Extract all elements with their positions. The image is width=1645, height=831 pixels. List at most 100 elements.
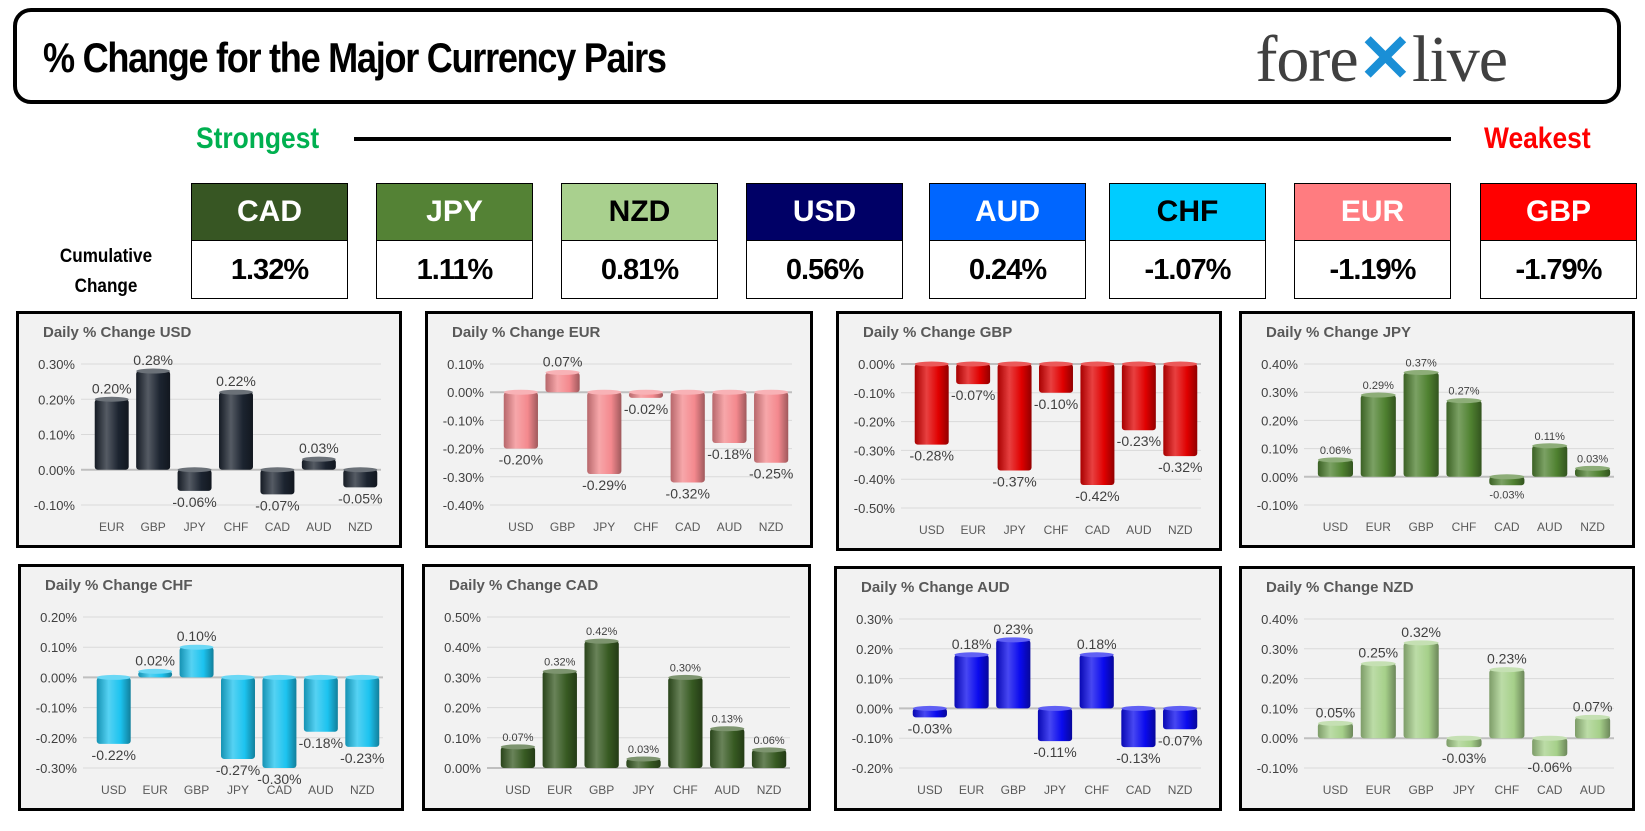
currency-code: NZD <box>562 184 717 241</box>
chart-title: Daily % Change NZD <box>1266 579 1414 596</box>
data-label: -0.28% <box>910 448 954 464</box>
x-tick-label: AUD <box>1126 523 1152 537</box>
bar-cap <box>345 674 380 680</box>
chart-title: Daily % Change EUR <box>452 324 601 341</box>
y-tick-label: -0.10% <box>854 386 896 401</box>
bar-cap <box>587 389 622 395</box>
data-label: -0.20% <box>499 452 543 468</box>
x-tick-label: EUR <box>959 783 985 797</box>
cumulative-change-value: -1.19% <box>1329 254 1417 286</box>
page-title: % Change for the Major Currency Pairs <box>43 34 667 81</box>
y-tick-label: 0.20% <box>1261 672 1298 687</box>
y-tick-label: 0.20% <box>40 610 77 625</box>
bar-chart: -0.20% -0.10% 0.00% 0.10% 0.20% 0.30% -0.03% US… <box>852 612 1203 797</box>
cumulative-label-line1: Cumulative <box>59 246 153 267</box>
bar <box>136 371 171 470</box>
data-label: 0.07% <box>543 353 583 369</box>
bar <box>712 392 747 443</box>
bar <box>343 469 378 488</box>
y-tick-label: -0.10% <box>443 413 485 428</box>
y-tick-label: -0.20% <box>36 731 78 746</box>
y-tick-label: 0.20% <box>444 701 481 716</box>
chart-chf: Daily % Change CHF -0.30% -0.20% -0.10% 0.00… <box>18 564 404 811</box>
chart-title: Daily % Change GBP <box>863 324 1013 341</box>
x-tick-label: NZD <box>759 520 784 534</box>
bar <box>1163 364 1198 457</box>
bar <box>260 469 295 495</box>
bar <box>1532 738 1568 757</box>
y-tick-label: -0.40% <box>443 498 485 513</box>
bar <box>996 639 1031 709</box>
bar <box>545 372 580 393</box>
data-label: -0.18% <box>299 735 343 751</box>
data-label: 0.03% <box>628 744 659 756</box>
x-tick-label: CHF <box>1044 523 1069 537</box>
y-tick-label: 0.00% <box>444 761 481 776</box>
bar-chart: -0.10% 0.00% 0.10% 0.20% 0.30% 0.40% 0.05% USD 0… <box>1257 612 1614 797</box>
x-tick-label: EUR <box>142 783 168 797</box>
y-tick-label: 0.10% <box>444 731 481 746</box>
bar <box>1121 708 1156 748</box>
data-label: 0.06% <box>753 735 784 747</box>
data-label: -0.03% <box>1442 750 1486 766</box>
chart-nzd: Daily % Change NZD -0.10% 0.00% 0.10% 0.20% 0… <box>1239 566 1635 811</box>
bar <box>262 677 297 768</box>
chart-jpy: Daily % Change JPY -0.10% 0.00% 0.10% 0.20% 0… <box>1239 311 1635 548</box>
bar-cap <box>914 361 949 367</box>
x-tick-label: JPY <box>184 520 206 534</box>
data-label: 0.13% <box>712 714 743 726</box>
bar <box>1403 642 1439 739</box>
bar <box>751 749 787 768</box>
chart-title: Daily % Change CHF <box>45 577 193 594</box>
forexlive-logo: fore✕live <box>1255 21 1508 96</box>
data-label: -0.25% <box>749 466 793 482</box>
bar <box>754 392 789 463</box>
y-tick-label: 0.20% <box>856 642 893 657</box>
bar <box>1446 738 1482 748</box>
x-tick-label: AUD <box>717 520 743 534</box>
data-label: 0.03% <box>1577 453 1608 465</box>
bar-cap <box>1446 398 1482 404</box>
data-label: 0.07% <box>502 732 533 744</box>
bar <box>668 677 703 768</box>
bar-chart: -0.30% -0.20% -0.10% 0.00% 0.10% 0.20% -0.22% U… <box>36 610 385 797</box>
x-tick-label: AUD <box>1580 783 1606 797</box>
bar-cap <box>956 361 991 367</box>
bar-cap <box>1575 465 1611 471</box>
y-tick-label: 0.30% <box>1261 385 1298 400</box>
y-tick-label: 0.20% <box>1261 413 1298 428</box>
bar-cap <box>1079 652 1114 658</box>
x-tick-label: EUR <box>547 783 573 797</box>
currency-code: EUR <box>1295 184 1450 241</box>
data-label: -0.06% <box>1528 759 1572 775</box>
data-label: -0.11% <box>1033 744 1076 760</box>
bar <box>1446 400 1482 477</box>
data-label: 0.32% <box>1401 624 1441 640</box>
data-label: 0.25% <box>1358 645 1398 661</box>
data-label: -0.13% <box>1116 750 1160 766</box>
cumulative-change-value: -1.79% <box>1515 254 1603 286</box>
currency-code: JPY <box>377 184 532 241</box>
data-label: 0.18% <box>1077 636 1117 652</box>
bar-cap <box>1121 361 1156 367</box>
cumulative-change-value: 0.24% <box>968 254 1047 286</box>
bar <box>914 364 949 445</box>
bar-cap <box>997 361 1032 367</box>
data-label: -0.22% <box>92 747 136 763</box>
y-tick-label: 0.00% <box>856 701 893 716</box>
x-tick-label: JPY <box>227 783 249 797</box>
data-label: 0.28% <box>133 352 173 368</box>
data-label: 0.30% <box>670 662 701 674</box>
x-tick-label: EUR <box>99 520 125 534</box>
data-label: 0.02% <box>135 652 175 668</box>
data-label: -0.23% <box>1117 433 1161 449</box>
x-tick-label: USD <box>505 783 531 797</box>
bar-cap <box>626 756 661 762</box>
data-label: -0.10% <box>1034 396 1078 412</box>
bar-cap <box>1360 661 1396 667</box>
bar <box>954 654 989 709</box>
currency-code: USD <box>747 184 902 241</box>
bar-cap <box>1317 720 1353 726</box>
y-tick-label: 0.30% <box>1261 642 1298 657</box>
x-tick-label: USD <box>1323 783 1349 797</box>
